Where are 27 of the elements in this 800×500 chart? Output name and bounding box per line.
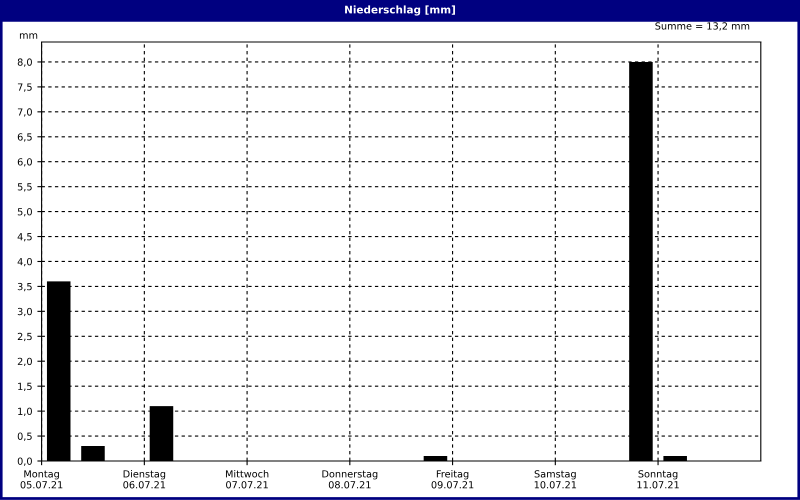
- x-tick-label: Montag 05.07.21: [20, 470, 62, 488]
- chart-title: Niederschlag [mm]: [345, 5, 455, 16]
- x-tick-label: Samstag 10.07.21: [534, 470, 576, 488]
- y-tick-label: 5,5: [18, 183, 32, 192]
- x-tick-label: Sonntag 11.07.21: [637, 470, 679, 488]
- x-tick-label: Dienstag 06.07.21: [123, 470, 166, 488]
- text: Summe = 13,2 mm: [655, 22, 750, 31]
- y-tick-label: 7,5: [18, 84, 32, 92]
- y-tick-label: 6,5: [18, 133, 32, 142]
- y-tick-label: 0,0: [18, 457, 32, 466]
- y-tick-label: 4,5: [18, 233, 32, 242]
- y-tick-label: 0,5: [18, 432, 32, 441]
- y-tick-label: 8,0: [18, 58, 32, 67]
- x-tick-label: Freitag 09.07.21: [432, 470, 474, 488]
- y-tick-label: 3,0: [18, 308, 32, 316]
- y-tick-label: 1,0: [18, 408, 32, 416]
- y-tick-label: 3,5: [18, 282, 32, 292]
- y-tick-label: 4,0: [18, 258, 32, 266]
- x-tick-label: Donnerstag 08.07.21: [322, 470, 378, 488]
- y-axis-title: mm: [20, 33, 38, 39]
- y-tick-label: 6,0: [18, 158, 32, 167]
- y-tick-label: 2,0: [18, 358, 32, 366]
- y-tick-label: 5,0: [18, 208, 32, 216]
- y-tick-label: 2,5: [18, 332, 32, 342]
- y-tick-label: 1,5: [18, 382, 32, 391]
- x-tick-label: Mittwoch 07.07.21: [226, 470, 268, 488]
- y-tick-label: 7,0: [18, 108, 32, 117]
